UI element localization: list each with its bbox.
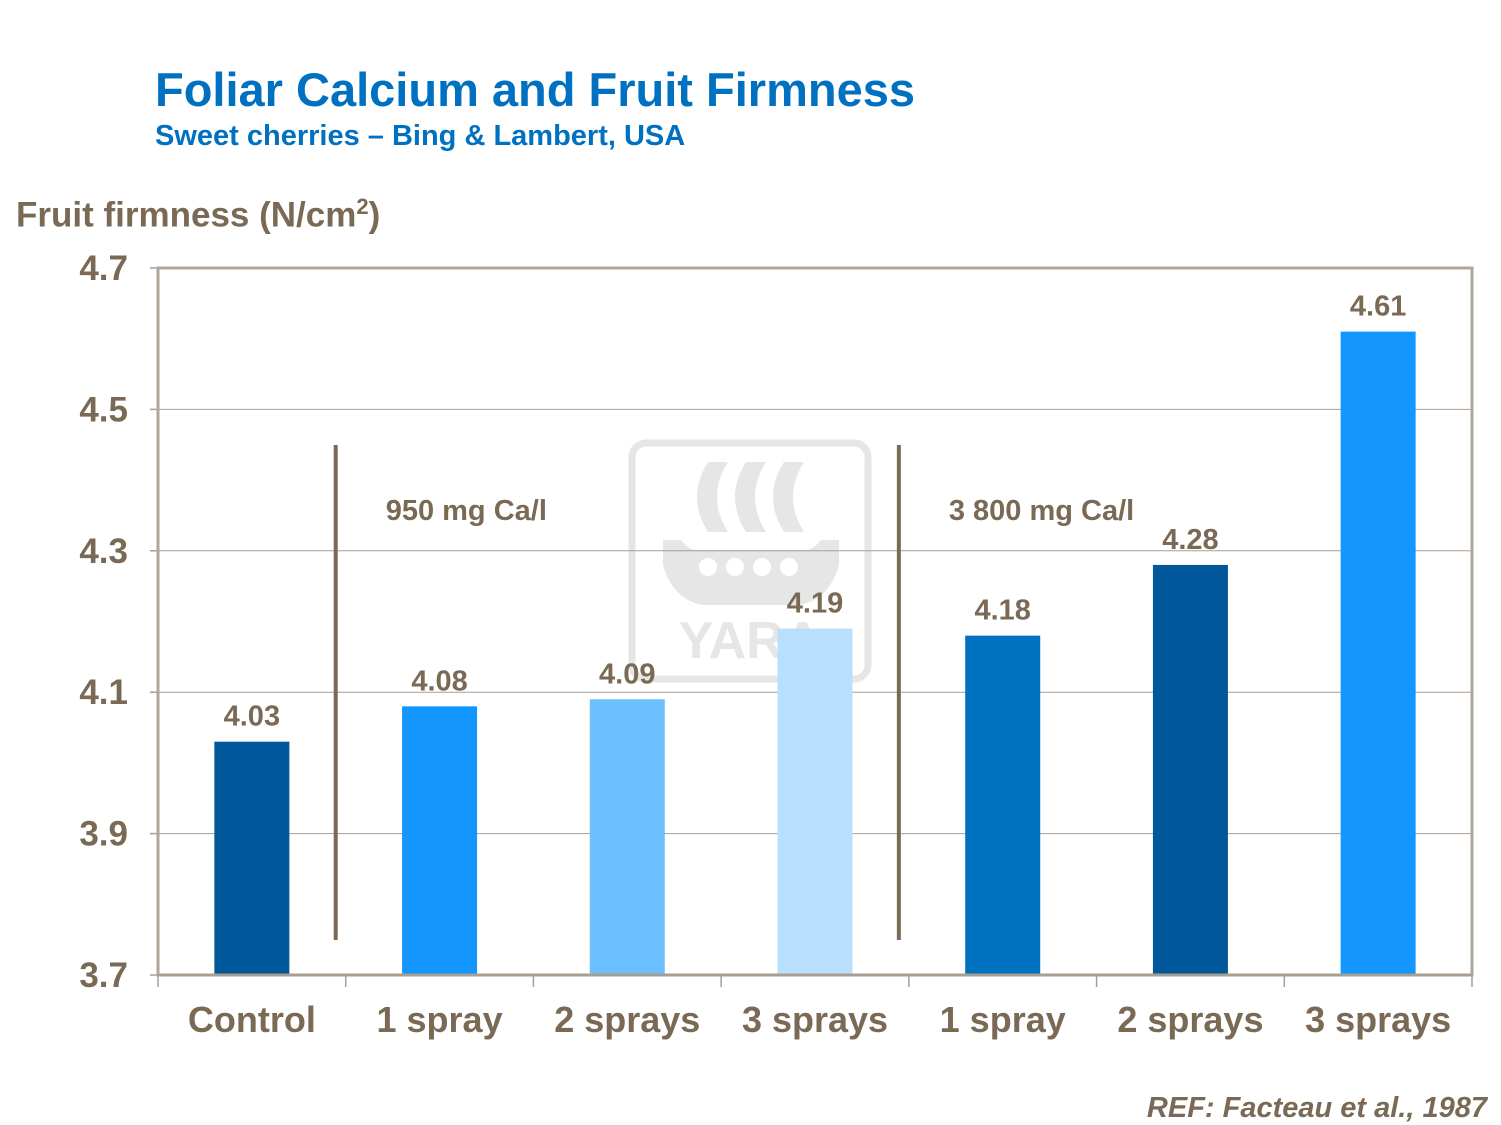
bar — [402, 706, 478, 975]
y-tick-label: 4.5 — [79, 390, 128, 429]
chart-subtitle: Sweet cherries – Bing & Lambert, USA — [155, 120, 686, 152]
x-tick-label: 1 spray — [377, 999, 503, 1040]
x-tick-label: 1 spray — [940, 999, 1066, 1040]
x-tick-label: 2 sprays — [554, 999, 700, 1040]
reference-note: REF: Facteau et al., 1987 — [1146, 1092, 1487, 1124]
y-axis-label: Fruit firmness (N/cm2) — [16, 194, 380, 236]
x-tick-label: 2 sprays — [1117, 999, 1263, 1040]
x-tick-label: 3 sprays — [1305, 999, 1451, 1040]
group-label: 3 800 mg Ca/l — [949, 495, 1134, 527]
group-label: 950 mg Ca/l — [386, 495, 547, 527]
bar — [589, 699, 665, 975]
bar-value-label: 4.19 — [787, 588, 843, 620]
bar — [777, 628, 853, 975]
bar — [214, 741, 290, 975]
bar-value-label: 4.09 — [599, 658, 655, 690]
bar-value-label: 4.28 — [1162, 524, 1218, 556]
bar-value-label: 4.03 — [224, 701, 280, 733]
y-axis-label-superscript: 2 — [356, 194, 369, 219]
bar-value-label: 4.18 — [974, 595, 1030, 627]
y-axis-label-close: ) — [368, 195, 381, 235]
bar-value-label: 4.08 — [411, 665, 467, 697]
x-tick-label: 3 sprays — [742, 999, 888, 1040]
chart-title: Foliar Calcium and Fruit Firmness — [155, 63, 915, 116]
y-tick-label: 3.7 — [79, 956, 128, 995]
y-tick-label: 4.3 — [79, 532, 128, 571]
y-axis-label-text: Fruit firmness (N/cm — [16, 195, 357, 235]
y-tick-label: 4.1 — [79, 673, 128, 712]
x-tick-label: Control — [188, 999, 316, 1040]
bar — [965, 635, 1041, 975]
bar — [1152, 564, 1228, 975]
y-tick-label: 3.9 — [79, 815, 128, 854]
yara-logo-watermark: YARA — [628, 439, 872, 683]
bar-value-label: 4.61 — [1350, 291, 1406, 323]
bar — [1340, 331, 1416, 975]
y-tick-label: 4.7 — [79, 249, 128, 288]
